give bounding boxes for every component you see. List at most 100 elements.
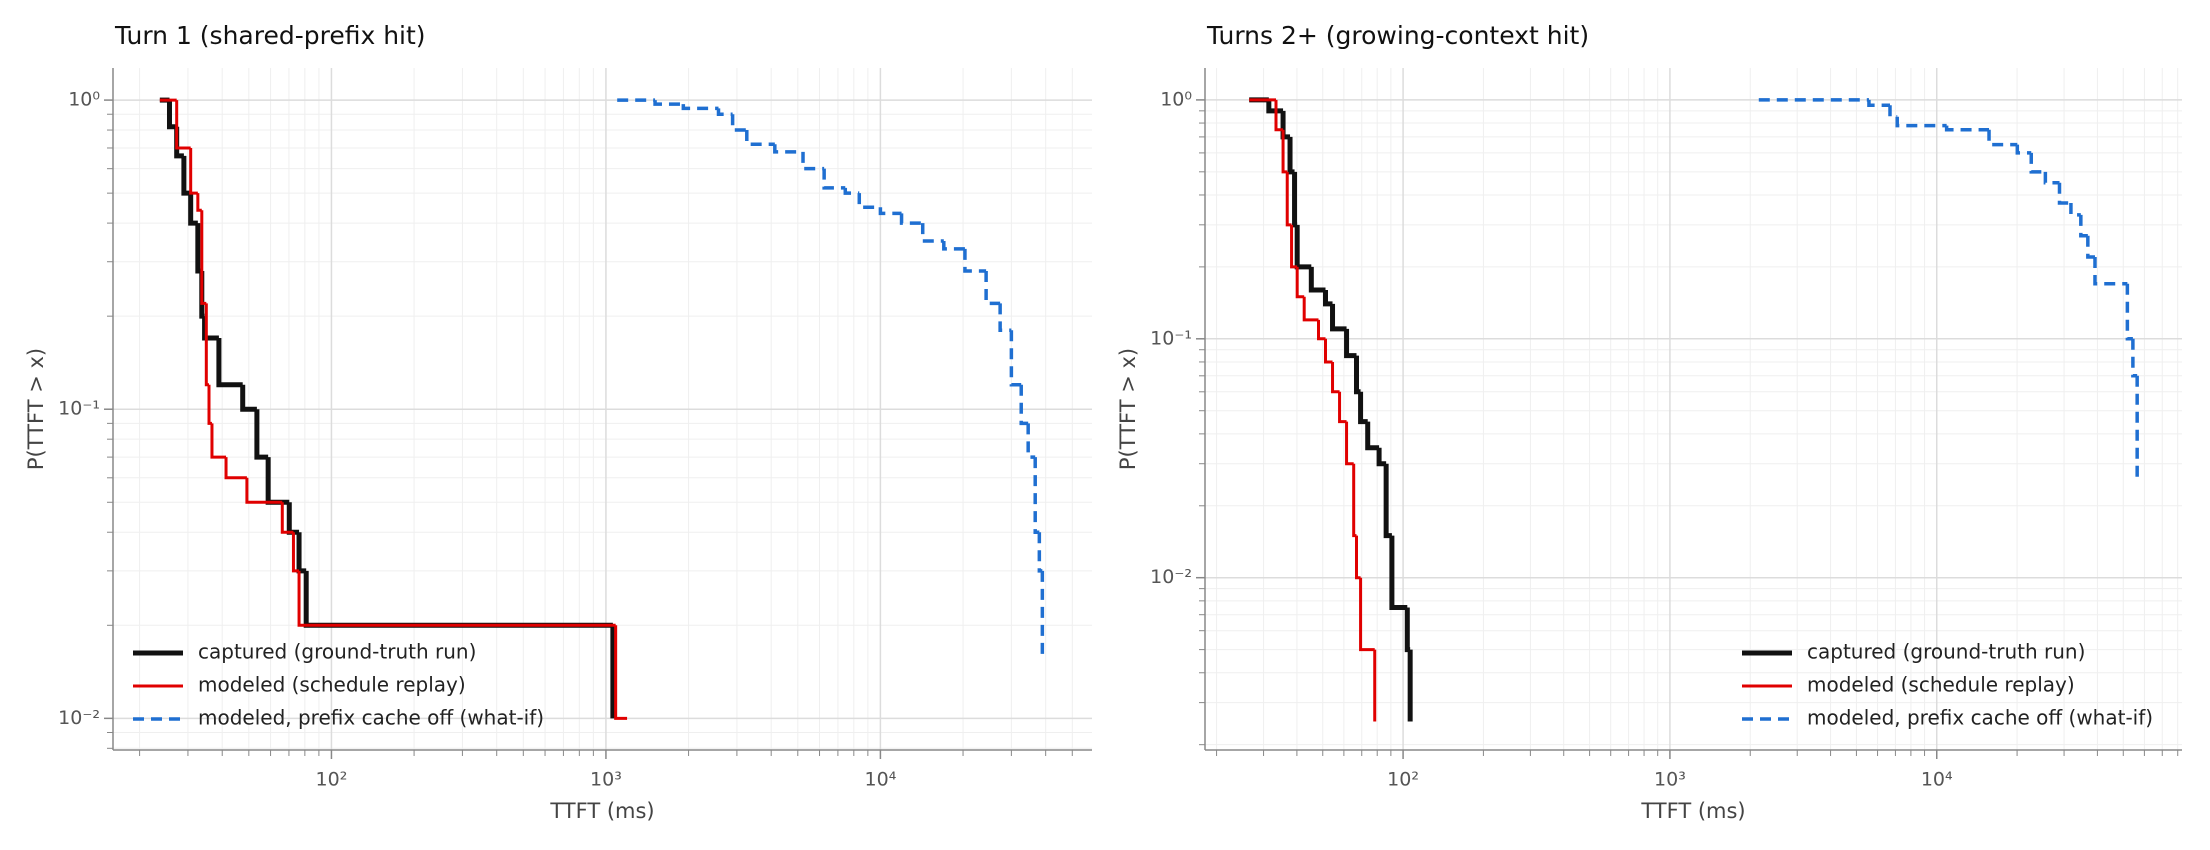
step-segment — [942, 241, 965, 251]
step-segment — [1302, 296, 1319, 322]
step-segment — [202, 316, 219, 341]
step-segment — [1344, 328, 1357, 359]
step-segment — [1281, 129, 1288, 174]
step-segment — [224, 457, 247, 480]
x-tick-label: 10² — [316, 769, 348, 791]
step-segment — [963, 248, 987, 273]
step-segment — [2125, 283, 2133, 341]
step-segment — [614, 625, 628, 720]
step-segment — [1365, 421, 1380, 451]
step-segment — [822, 168, 846, 190]
legend-label: modeled, prefix cache off (what-if) — [198, 706, 544, 730]
step-segment — [1888, 105, 1898, 119]
step-segment — [286, 502, 300, 535]
step-segment — [1359, 577, 1375, 652]
step-segment — [1285, 171, 1292, 227]
y-axis-label: P(TTFT > x) — [24, 348, 48, 470]
step-segment — [857, 193, 881, 210]
step-segment — [2086, 235, 2095, 259]
step-segment — [1330, 303, 1347, 332]
y-tick-label: 10⁻¹ — [1150, 327, 1192, 349]
x-tick-label: 10³ — [590, 769, 622, 791]
step-segment — [843, 187, 860, 195]
step-segment — [1895, 116, 1947, 128]
step-segment — [254, 409, 269, 460]
step-segment — [2079, 214, 2088, 238]
step-segment — [899, 213, 923, 225]
step-segment — [878, 207, 902, 216]
step-segment — [196, 193, 202, 212]
step-segment — [2069, 203, 2081, 217]
step-segment — [1323, 290, 1333, 307]
legend-label: modeled (schedule replay) — [198, 673, 466, 697]
legend-label: modeled (schedule replay) — [1807, 673, 2075, 697]
step-segment — [653, 100, 684, 106]
step-segment — [920, 223, 944, 243]
y-axis-label: P(TTFT > x) — [1116, 348, 1140, 470]
step-segment — [1867, 99, 1890, 107]
step-segment — [998, 303, 1012, 333]
step-segment — [1292, 171, 1298, 228]
step-segment — [1033, 457, 1040, 534]
step-segment — [2043, 171, 2060, 185]
y-tick-label: 10⁻² — [1150, 566, 1192, 588]
step-segment — [1376, 447, 1387, 467]
step-segment — [189, 147, 198, 195]
y-tick-label: 10⁰ — [68, 89, 100, 111]
step-segment — [1404, 607, 1411, 653]
x-axis-label: TTFT (ms) — [549, 799, 654, 823]
step-segment — [1308, 266, 1326, 293]
step-segment — [2131, 338, 2138, 378]
step-segment — [745, 130, 775, 146]
step-segment — [1324, 338, 1333, 364]
step-segment — [1338, 391, 1347, 424]
y-tick-label: 10⁻² — [58, 707, 100, 729]
panel-title: Turn 1 (shared-prefix hit) — [114, 21, 426, 50]
legend-label: captured (ground-truth run) — [1807, 640, 2085, 664]
x-axis-label: TTFT (ms) — [1640, 799, 1745, 823]
step-segment — [216, 337, 243, 388]
step-segment — [730, 114, 747, 132]
step-segment — [2093, 256, 2128, 286]
step-segment — [773, 144, 804, 154]
step-segment — [1009, 330, 1022, 387]
y-tick-label: 10⁰ — [1160, 88, 1192, 110]
step-segment — [1026, 423, 1036, 459]
step-segment — [303, 570, 613, 628]
step-segment — [210, 423, 227, 459]
step-segment — [265, 457, 290, 505]
step-segment — [245, 477, 283, 504]
step-segment — [1352, 463, 1357, 538]
y-tick-label: 10⁻¹ — [58, 398, 100, 420]
step-segment — [1295, 266, 1305, 299]
step-segment — [1290, 224, 1298, 269]
step-segment — [175, 100, 191, 150]
step-segment — [984, 270, 1001, 306]
x-tick-label: 10³ — [1654, 769, 1686, 791]
step-segment — [200, 210, 207, 305]
step-segment — [240, 384, 257, 412]
step-segment — [1287, 136, 1295, 175]
step-segment — [1355, 535, 1361, 580]
step-segment — [2015, 144, 2032, 155]
step-segment — [280, 502, 294, 534]
panel-title: Turns 2+ (growing-context hit) — [1206, 21, 1589, 50]
step-segment — [1019, 384, 1029, 426]
step-segment — [1317, 319, 1326, 341]
step-segment — [291, 532, 300, 573]
step-segment — [207, 384, 212, 425]
step-segment — [1389, 535, 1408, 611]
step-segment — [297, 570, 616, 627]
step-segment — [1294, 224, 1312, 270]
step-segment — [181, 155, 191, 196]
step-segment — [1274, 99, 1284, 132]
step-segment — [801, 151, 825, 171]
step-segment — [1944, 125, 1990, 132]
step-segment — [681, 104, 719, 111]
step-segment — [2057, 182, 2071, 205]
step-segment — [1331, 361, 1340, 394]
legend-label: modeled, prefix cache off (what-if) — [1807, 706, 2153, 730]
x-tick-label: 10⁴ — [1921, 769, 1953, 791]
step-segment — [188, 193, 198, 226]
